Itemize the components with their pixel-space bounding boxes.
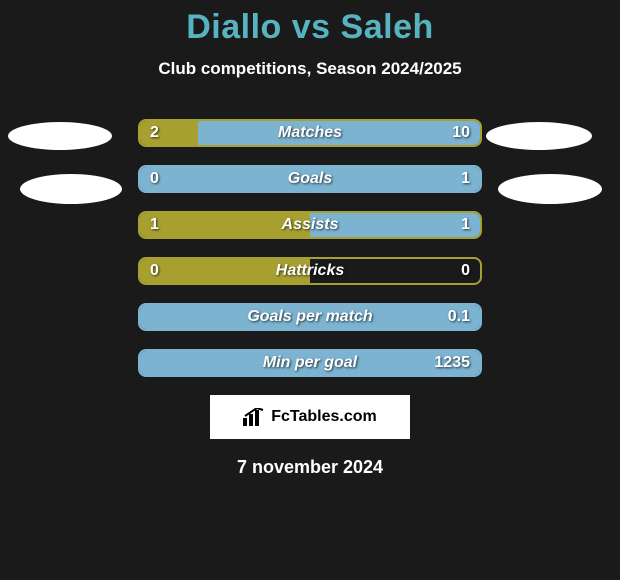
stat-value-right: 1: [461, 216, 470, 234]
stat-label: Goals per match: [247, 308, 372, 326]
stat-row: Min per goal 1235: [138, 349, 482, 377]
chart-icon: [243, 408, 265, 426]
page-subtitle: Club competitions, Season 2024/2025: [0, 59, 620, 79]
stat-value-left: 0: [150, 262, 159, 280]
stat-row: 0 Hattricks 0: [138, 257, 482, 285]
brand-text: FcTables.com: [271, 408, 377, 426]
avatar-placeholder-2: [486, 122, 592, 150]
stat-label: Hattricks: [276, 262, 344, 280]
stat-fill-left: [140, 121, 198, 145]
stat-row: Goals per match 0.1: [138, 303, 482, 331]
stat-value-right: 10: [452, 124, 470, 142]
avatar-placeholder-0: [8, 122, 112, 150]
stats-rows: 2Matches100Goals11Assists10Hattricks0Goa…: [0, 119, 620, 377]
stat-value-right: 0.1: [448, 308, 470, 326]
brand-badge: FcTables.com: [210, 395, 410, 439]
stat-label: Assists: [282, 216, 339, 234]
page-title: Diallo vs Saleh: [0, 0, 620, 47]
stat-label: Goals: [288, 170, 332, 188]
stat-value-left: 2: [150, 124, 159, 142]
stat-value-left: 0: [150, 170, 159, 188]
stat-label: Min per goal: [263, 354, 357, 372]
stat-label: Matches: [278, 124, 342, 142]
stat-value-left: 1: [150, 216, 159, 234]
stat-row: 2 Matches 10: [138, 119, 482, 147]
stat-row: 1 Assists 1: [138, 211, 482, 239]
stat-value-right: 1: [461, 170, 470, 188]
stat-value-right: 1235: [434, 354, 470, 372]
avatar-placeholder-3: [498, 174, 602, 204]
stat-row: 0 Goals 1: [138, 165, 482, 193]
date-label: 7 november 2024: [0, 457, 620, 478]
stat-value-right: 0: [461, 262, 470, 280]
avatar-placeholder-1: [20, 174, 122, 204]
